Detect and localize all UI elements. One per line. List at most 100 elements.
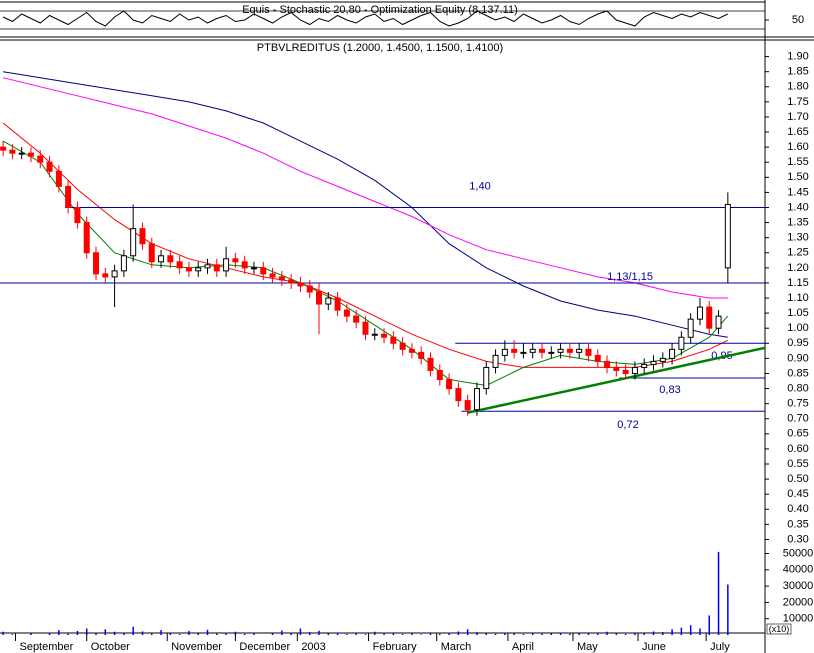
candle-body [501, 348, 508, 356]
volume-bar [327, 633, 330, 635]
y-tick-label: 1.85 [787, 66, 808, 78]
volume-bar [606, 631, 608, 635]
volume-bar [439, 633, 441, 635]
volume-bar [104, 629, 107, 635]
volume-bar [374, 631, 376, 635]
candle-body [492, 354, 499, 368]
volume-bar [216, 633, 218, 635]
candle-body [148, 243, 155, 263]
y-tick-label: 0.90 [787, 352, 808, 364]
candle-body [55, 170, 62, 187]
candle-body [241, 261, 248, 269]
y-tick-label: 0.80 [787, 382, 808, 394]
volume-bar [132, 626, 134, 635]
volume-bar [336, 632, 339, 635]
moving-average [2, 140, 729, 387]
y-tick-label: 1.50 [787, 171, 808, 183]
level-label: 1,40 [469, 180, 490, 192]
volume-bar [299, 628, 302, 635]
candle-body [93, 252, 100, 275]
candle-body [371, 333, 378, 336]
y-tick-label: 0.85 [787, 367, 808, 379]
volume-bar [67, 633, 69, 635]
candle-body [715, 315, 722, 329]
volume-bar [225, 632, 227, 635]
y-tick-label: 20000 [783, 596, 814, 608]
volume-bar [411, 633, 413, 635]
y-tick-label: 1.80 [787, 81, 808, 93]
candle-body [185, 267, 192, 272]
candle-body [548, 351, 555, 354]
candle-body [120, 255, 127, 272]
volume-bar [699, 628, 701, 635]
volume-bar [420, 634, 422, 635]
candle-body [566, 348, 573, 353]
y-tick-label: 1.75 [787, 96, 808, 108]
volume-bar [141, 631, 144, 635]
candle-body [288, 279, 295, 284]
volume-bar [2, 631, 4, 635]
volume-bar [652, 631, 655, 635]
candle-body [111, 270, 118, 278]
y-tick-label: 0.65 [787, 428, 808, 440]
candle-body [167, 255, 174, 263]
candle-body [427, 357, 434, 371]
candle-body [408, 348, 415, 353]
candle-body [334, 297, 341, 311]
candle-body [418, 351, 425, 359]
x-tick-label: February [373, 641, 418, 653]
y-tick-label: 1.15 [787, 277, 808, 289]
volume-bar [569, 633, 571, 635]
candle-body [669, 348, 676, 359]
candle-body [343, 309, 350, 317]
volume-bar [355, 633, 357, 635]
moving-average [2, 77, 728, 299]
x-tick-label: November [171, 641, 222, 653]
unit-label: (x10) [769, 624, 790, 634]
volume-bar [85, 628, 88, 635]
candle-body [576, 348, 583, 353]
candle-body [622, 369, 629, 374]
chart-title: PTBVLREDITUS (1.2000, 1.4500, 1.1500, 1.… [257, 42, 503, 54]
volume-bar [550, 633, 553, 635]
y-tick-label: 1.10 [787, 292, 808, 304]
candle-body [650, 360, 657, 365]
volume-bar [11, 634, 14, 635]
x-tick-label: March [441, 641, 472, 653]
x-tick-label: April [512, 641, 534, 653]
volume-bar [290, 632, 292, 635]
volume-bar [634, 632, 636, 635]
volume-bar [243, 633, 246, 635]
volume-bar [671, 629, 673, 635]
volume-bar [308, 632, 311, 635]
volume-bar [689, 625, 692, 635]
candle-body [724, 203, 731, 269]
candle-body [678, 336, 685, 350]
candle-body [390, 336, 397, 344]
candle-body [659, 357, 666, 362]
candle-body [604, 360, 611, 368]
candle-body [195, 267, 202, 272]
volume-bar [494, 633, 497, 635]
volume-bar [466, 629, 469, 635]
candle-body [473, 388, 480, 411]
candle-body [232, 258, 239, 263]
y-tick-label: 1.70 [787, 111, 808, 123]
candle-body [18, 152, 25, 155]
y-tick-label: 1.90 [787, 51, 808, 63]
candle-body [223, 258, 230, 272]
y-tick-label: 1.45 [787, 186, 808, 198]
candle-body [65, 185, 72, 208]
candle-body [250, 267, 257, 270]
y-tick-label: 1.35 [787, 216, 808, 228]
x-tick-label: 2003 [301, 641, 325, 653]
level-label: 0,83 [659, 384, 680, 396]
candle-body [37, 155, 44, 163]
candle-body [641, 363, 648, 368]
volume-bar [643, 633, 645, 635]
volume-bar [531, 633, 534, 635]
candle-body [631, 366, 638, 374]
volume-bar [392, 632, 395, 635]
volume-bar [727, 584, 729, 635]
